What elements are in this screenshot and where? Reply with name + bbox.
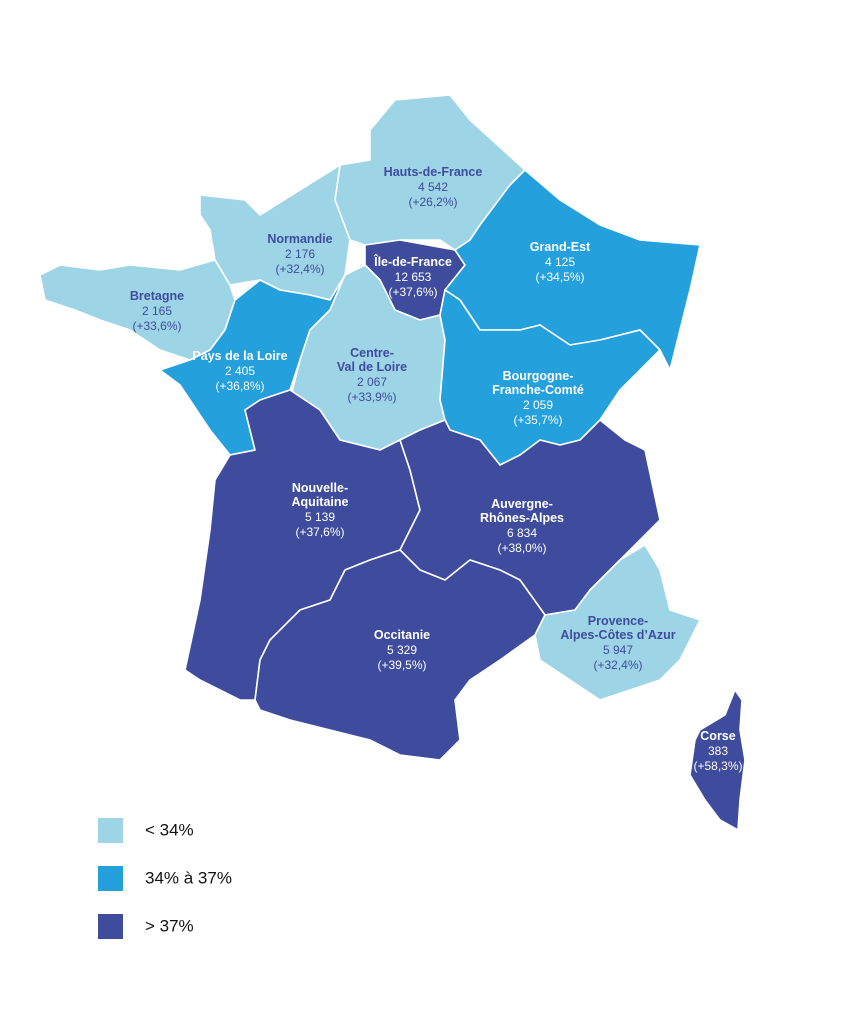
- region-change: (+39,5%): [377, 658, 426, 672]
- region-change: (+38,0%): [497, 541, 546, 555]
- region: [534, 544, 701, 701]
- region-change: (+58,3%): [693, 759, 742, 773]
- region-value: 2 067: [357, 375, 387, 389]
- region-name: Pays de la Loire: [192, 349, 287, 363]
- region-change: (+36,8%): [215, 379, 264, 393]
- region-name: Île-de-France: [373, 254, 452, 269]
- region-value: 4 542: [418, 180, 448, 194]
- region-name: Hauts-de-France: [384, 165, 483, 179]
- region-name: Nouvelle-Aquitaine: [292, 481, 349, 509]
- region-value: 12 653: [395, 270, 432, 284]
- region-change: (+32,4%): [593, 658, 642, 672]
- region-change: (+35,7%): [513, 413, 562, 427]
- region-value: 6 834: [507, 526, 537, 540]
- region-name: Provence-Alpes-Côtes d’Azur: [560, 614, 675, 642]
- legend: < 34% 34% à 37% > 37%: [98, 818, 232, 939]
- region-change: (+34,5%): [535, 270, 584, 284]
- region-value: 5 329: [387, 643, 417, 657]
- region-change: (+32,4%): [275, 262, 324, 276]
- region-name: Occitanie: [374, 628, 430, 642]
- legend-label: < 34%: [145, 820, 194, 839]
- region: [39, 259, 236, 361]
- region-value: 2 176: [285, 247, 315, 261]
- regions: [39, 94, 746, 831]
- region-name: Bretagne: [130, 289, 184, 303]
- region-value: 2 059: [523, 398, 553, 412]
- region-value: 5 947: [603, 643, 633, 657]
- region-name: Centre-Val de Loire: [337, 346, 407, 374]
- region-name: Grand-Est: [530, 240, 591, 254]
- region-value: 5 139: [305, 510, 335, 524]
- region-value: 383: [708, 744, 728, 758]
- region-change: (+37,6%): [388, 285, 437, 299]
- legend-swatch: [98, 914, 123, 939]
- region-name: Bourgogne-Franche-Comté: [492, 369, 584, 397]
- region-value: 2 405: [225, 364, 255, 378]
- region-name: Normandie: [267, 232, 332, 246]
- legend-swatch: [98, 818, 123, 843]
- region-change: (+33,6%): [132, 319, 181, 333]
- region-change: (+37,6%): [295, 525, 344, 539]
- region: [689, 689, 746, 831]
- region-value: 2 165: [142, 304, 172, 318]
- legend-swatch: [98, 866, 123, 891]
- region-name: Corse: [700, 729, 735, 743]
- region-change: (+26,2%): [408, 195, 457, 209]
- region-name: Auvergne-Rhônes-Alpes: [480, 497, 564, 525]
- legend-label: 34% à 37%: [145, 868, 232, 887]
- legend-label: > 37%: [145, 916, 194, 935]
- region-change: (+33,9%): [347, 390, 396, 404]
- region-value: 4 125: [545, 255, 575, 269]
